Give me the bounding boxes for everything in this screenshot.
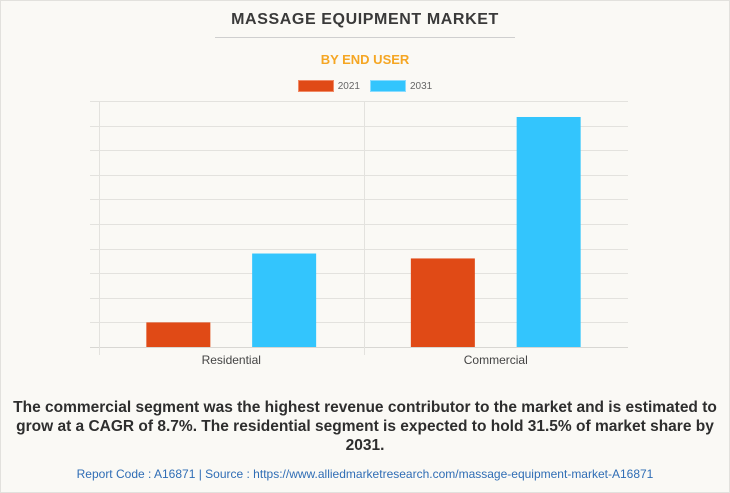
legend-item-2031[interactable]: 2031 <box>370 80 432 92</box>
legend-label-2031: 2031 <box>410 80 433 92</box>
legend: 2021 2031 <box>0 80 730 92</box>
title-divider <box>215 37 515 38</box>
bar-residential-2031[interactable] <box>252 253 317 347</box>
source-link[interactable]: Report Code : A16871 | Source : https://… <box>76 467 654 481</box>
x-tick-label-commercial: Commercial <box>464 353 528 367</box>
legend-swatch-2021 <box>297 80 334 92</box>
bars <box>146 116 581 348</box>
bar-commercial-2031[interactable] <box>516 116 581 348</box>
chart-subtitle: BY END USER <box>320 52 410 67</box>
bar-residential-2021[interactable] <box>146 322 211 347</box>
chart-caption: The commercial segment was the highest r… <box>13 399 717 454</box>
x-tick-label-residential: Residential <box>202 353 261 367</box>
bar-commercial-2021[interactable] <box>410 258 475 347</box>
legend-label-2021: 2021 <box>337 80 360 92</box>
x-tick-labels: Residential Commercial <box>202 353 528 367</box>
legend-swatch-2031 <box>370 80 406 92</box>
legend-item-2021[interactable]: 2021 <box>297 80 366 92</box>
chart-title: MASSAGE EQUIPMENT MARKET <box>231 11 499 28</box>
